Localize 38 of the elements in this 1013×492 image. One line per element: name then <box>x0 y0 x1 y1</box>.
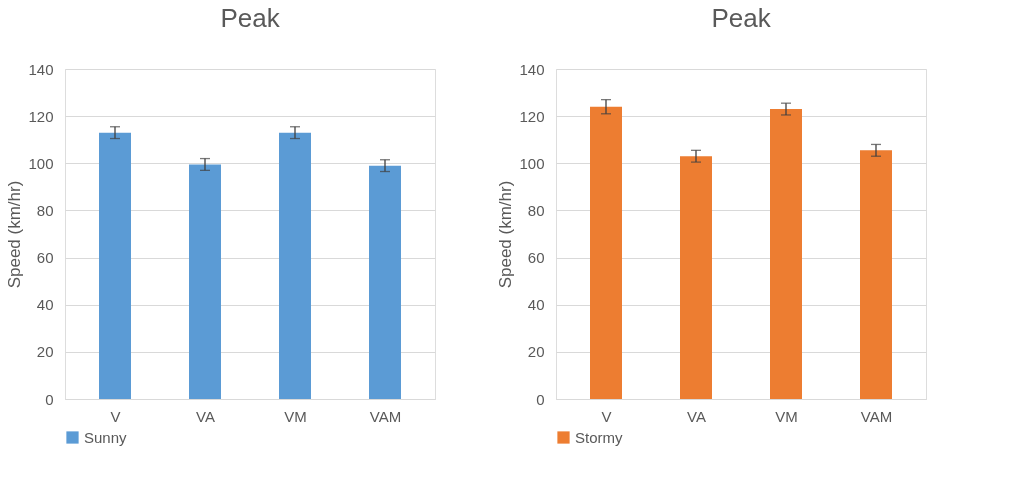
x-tick-label: VM <box>284 407 307 425</box>
x-tick-label: VAM <box>369 407 402 425</box>
y-tick-label: 80 <box>527 201 545 219</box>
bar <box>590 106 622 399</box>
bar <box>99 132 131 399</box>
x-tick-label: V <box>601 407 612 425</box>
bar <box>860 150 892 399</box>
y-tick-label: 20 <box>527 343 545 361</box>
bar <box>189 164 221 399</box>
x-tick-label: VM <box>775 407 798 425</box>
y-tick-label: 140 <box>519 60 545 78</box>
bar <box>770 109 802 399</box>
legend-label: Stormy <box>575 428 623 446</box>
y-tick-label: 100 <box>28 154 54 172</box>
bar <box>680 156 712 399</box>
x-tick-label: VAM <box>860 407 893 425</box>
y-tick-label: 60 <box>36 249 54 267</box>
x-tick-label: VA <box>687 407 706 425</box>
x-tick-label: V <box>110 407 121 425</box>
chart-title: Peak <box>711 3 772 33</box>
y-tick-label: 80 <box>36 201 54 219</box>
y-tick-label: 0 <box>536 390 545 408</box>
y-tick-label: 120 <box>519 107 545 125</box>
y-tick-label: 40 <box>527 296 545 314</box>
x-tick-label: VA <box>196 407 215 425</box>
bar <box>279 132 311 399</box>
y-tick-label: 60 <box>527 249 545 267</box>
y-tick-label: 100 <box>519 154 545 172</box>
y-tick-label: 140 <box>28 60 54 78</box>
legend-label: Sunny <box>84 428 128 446</box>
y-axis-title: Speed (km/hr) <box>496 180 516 289</box>
y-tick-label: 120 <box>28 107 54 125</box>
y-tick-label: 0 <box>45 390 54 408</box>
y-axis-title: Speed (km/hr) <box>5 180 25 289</box>
bar <box>369 165 401 399</box>
chart-title: Peak <box>220 3 281 33</box>
y-tick-label: 40 <box>36 296 54 314</box>
y-tick-label: 20 <box>36 343 54 361</box>
